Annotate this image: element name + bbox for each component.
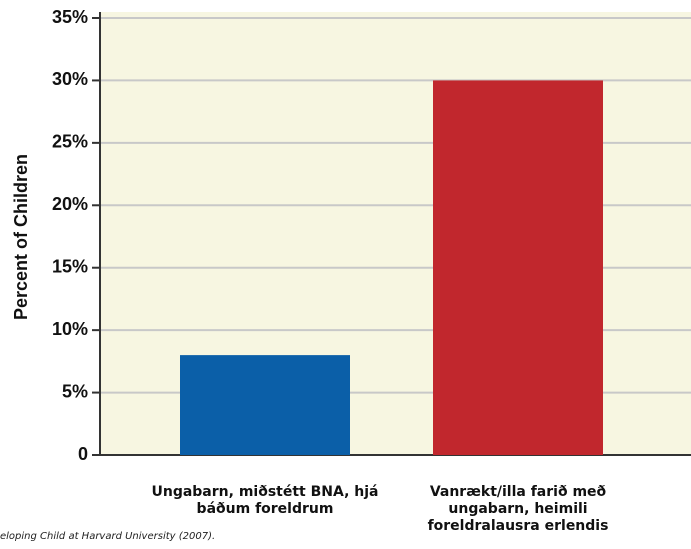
y-tick-label: 25% bbox=[52, 132, 88, 152]
y-tick-label: 0 bbox=[78, 444, 88, 464]
x-tick-label: Vanrækt/illa farið með ungabarn, heimili… bbox=[427, 484, 609, 534]
x-tick-label: Ungabarn, miðstétt BNA, hjá báðum foreld… bbox=[151, 484, 379, 517]
y-tick-label: 20% bbox=[52, 194, 88, 214]
y-tick-label: 5% bbox=[62, 381, 88, 401]
y-tick-label: 30% bbox=[52, 69, 88, 89]
bar bbox=[433, 80, 603, 455]
y-tick-label: 35% bbox=[52, 7, 88, 27]
y-axis-label: Percent of Children bbox=[11, 154, 31, 320]
source-note: eloping Child at Harvard University (200… bbox=[0, 531, 216, 542]
bar bbox=[180, 355, 350, 455]
y-tick-label: 10% bbox=[52, 319, 88, 339]
y-tick-label: 15% bbox=[52, 256, 88, 276]
